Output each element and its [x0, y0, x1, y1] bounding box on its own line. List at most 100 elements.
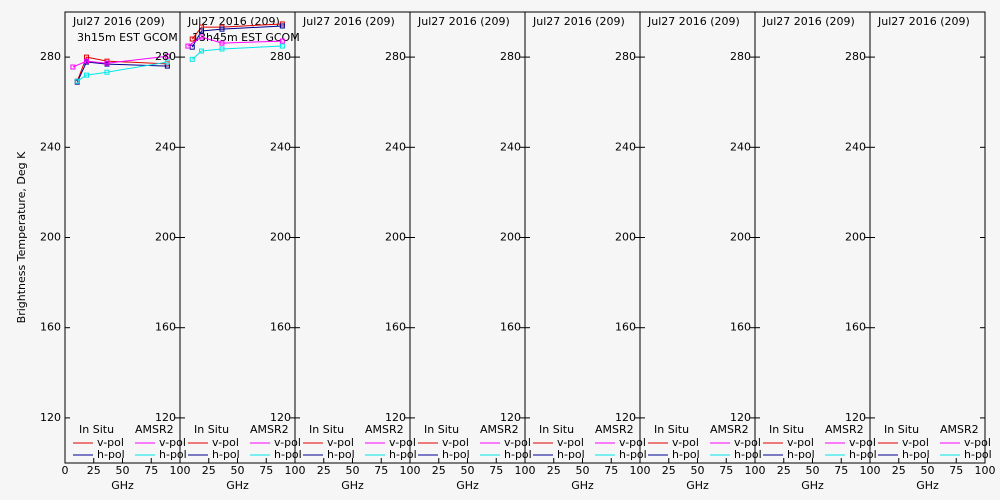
legend-label: v-pol: [849, 436, 876, 449]
x-tick-label: 50: [231, 464, 245, 477]
x-tick-label: 75: [719, 464, 733, 477]
data-point: [199, 34, 205, 40]
x-tick-label: 50: [921, 464, 935, 477]
legend-label: h-pol: [849, 448, 877, 461]
x-axis-label: GHz: [571, 479, 594, 492]
legend-label: h-pol: [619, 448, 647, 461]
panel-title: Jul27 2016 (209): [302, 15, 395, 28]
legend-label: v-pol: [619, 436, 646, 449]
legend-label: h-pol: [327, 448, 355, 461]
data-point: [219, 46, 225, 52]
y-tick-label: 120: [500, 411, 521, 424]
legend-label: h-pol: [274, 448, 302, 461]
legend-label: v-pol: [557, 436, 584, 449]
y-tick-label: 240: [730, 140, 751, 153]
y-tick-label: 240: [385, 140, 406, 153]
y-tick-label: 200: [40, 231, 61, 244]
y-tick-label: 240: [155, 140, 176, 153]
data-point: [74, 78, 80, 84]
panel-title: Jul27 2016 (209): [762, 15, 855, 28]
panel-title: Jul27 2016 (209): [187, 15, 280, 28]
y-tick-label: 280: [385, 50, 406, 63]
legend-group: In Situ: [654, 423, 689, 436]
y-tick-label: 160: [155, 321, 176, 334]
x-tick-label: 100: [975, 464, 996, 477]
data-point: [189, 56, 195, 62]
x-tick-label: 25: [87, 464, 101, 477]
y-tick-label: 240: [845, 140, 866, 153]
y-tick-label: 280: [270, 50, 291, 63]
data-point: [164, 59, 170, 65]
y-tick-label: 280: [730, 50, 751, 63]
legend-group: In Situ: [539, 423, 574, 436]
panel-title: Jul27 2016 (209): [72, 15, 165, 28]
legend-label: v-pol: [389, 436, 416, 449]
legend-group: AMSR2: [940, 423, 979, 436]
legend-label: v-pol: [964, 436, 991, 449]
y-tick-label: 280: [615, 50, 636, 63]
legend-label: v-pol: [159, 436, 186, 449]
legend-label: v-pol: [274, 436, 301, 449]
x-tick-label: 75: [834, 464, 848, 477]
x-tick-label: 25: [202, 464, 216, 477]
data-point: [70, 64, 76, 70]
x-axis-label: GHz: [456, 479, 479, 492]
data-point: [84, 58, 90, 64]
x-tick-label: 75: [144, 464, 158, 477]
panel-title: Jul27 2016 (209): [647, 15, 740, 28]
legend-label: v-pol: [442, 436, 469, 449]
data-point: [279, 23, 285, 29]
legend-group: In Situ: [884, 423, 919, 436]
legend-label: h-pol: [672, 448, 700, 461]
data-line: [191, 45, 283, 60]
y-tick-label: 280: [500, 50, 521, 63]
x-axis-label: GHz: [226, 479, 249, 492]
x-axis-label: GHz: [686, 479, 709, 492]
x-axis-label: GHz: [801, 479, 824, 492]
y-tick-label: 120: [615, 411, 636, 424]
data-point: [279, 38, 285, 44]
y-tick-label: 160: [730, 321, 751, 334]
data-point: [279, 43, 285, 49]
x-tick-label: 50: [461, 464, 475, 477]
y-tick-label: 120: [845, 411, 866, 424]
x-tick-label: 100: [745, 464, 766, 477]
y-tick-label: 120: [730, 411, 751, 424]
y-tick-label: 200: [845, 231, 866, 244]
y-tick-label: 200: [270, 231, 291, 244]
y-tick-label: 200: [500, 231, 521, 244]
x-tick-label: 75: [374, 464, 388, 477]
legend-group: AMSR2: [135, 423, 174, 436]
y-tick-label: 160: [500, 321, 521, 334]
legend-group: AMSR2: [365, 423, 404, 436]
x-tick-label: 50: [691, 464, 705, 477]
legend-label: v-pol: [97, 436, 124, 449]
y-tick-label: 240: [500, 140, 521, 153]
legend-label: v-pol: [212, 436, 239, 449]
panel-title: Jul27 2016 (209): [877, 15, 970, 28]
y-tick-label: 160: [270, 321, 291, 334]
data-line: [76, 56, 168, 82]
x-tick-label: 25: [662, 464, 676, 477]
y-tick-label: 160: [845, 321, 866, 334]
legend-group: AMSR2: [825, 423, 864, 436]
legend-label: h-pol: [902, 448, 930, 461]
data-point: [219, 26, 225, 32]
data-line: [76, 61, 168, 83]
data-point: [199, 48, 205, 54]
legend-group: In Situ: [194, 423, 229, 436]
data-point: [104, 69, 110, 75]
y-tick-label: 200: [615, 231, 636, 244]
x-tick-label: 50: [116, 464, 130, 477]
legend-label: h-pol: [787, 448, 815, 461]
x-tick-label: 50: [576, 464, 590, 477]
data-point: [219, 40, 225, 46]
legend-group: In Situ: [424, 423, 459, 436]
legend-label: v-pol: [327, 436, 354, 449]
panel-frame: [869, 11, 986, 464]
y-tick-label: 160: [40, 321, 61, 334]
legend-label: h-pol: [389, 448, 417, 461]
data-point: [199, 28, 205, 34]
x-tick-label: 25: [432, 464, 446, 477]
